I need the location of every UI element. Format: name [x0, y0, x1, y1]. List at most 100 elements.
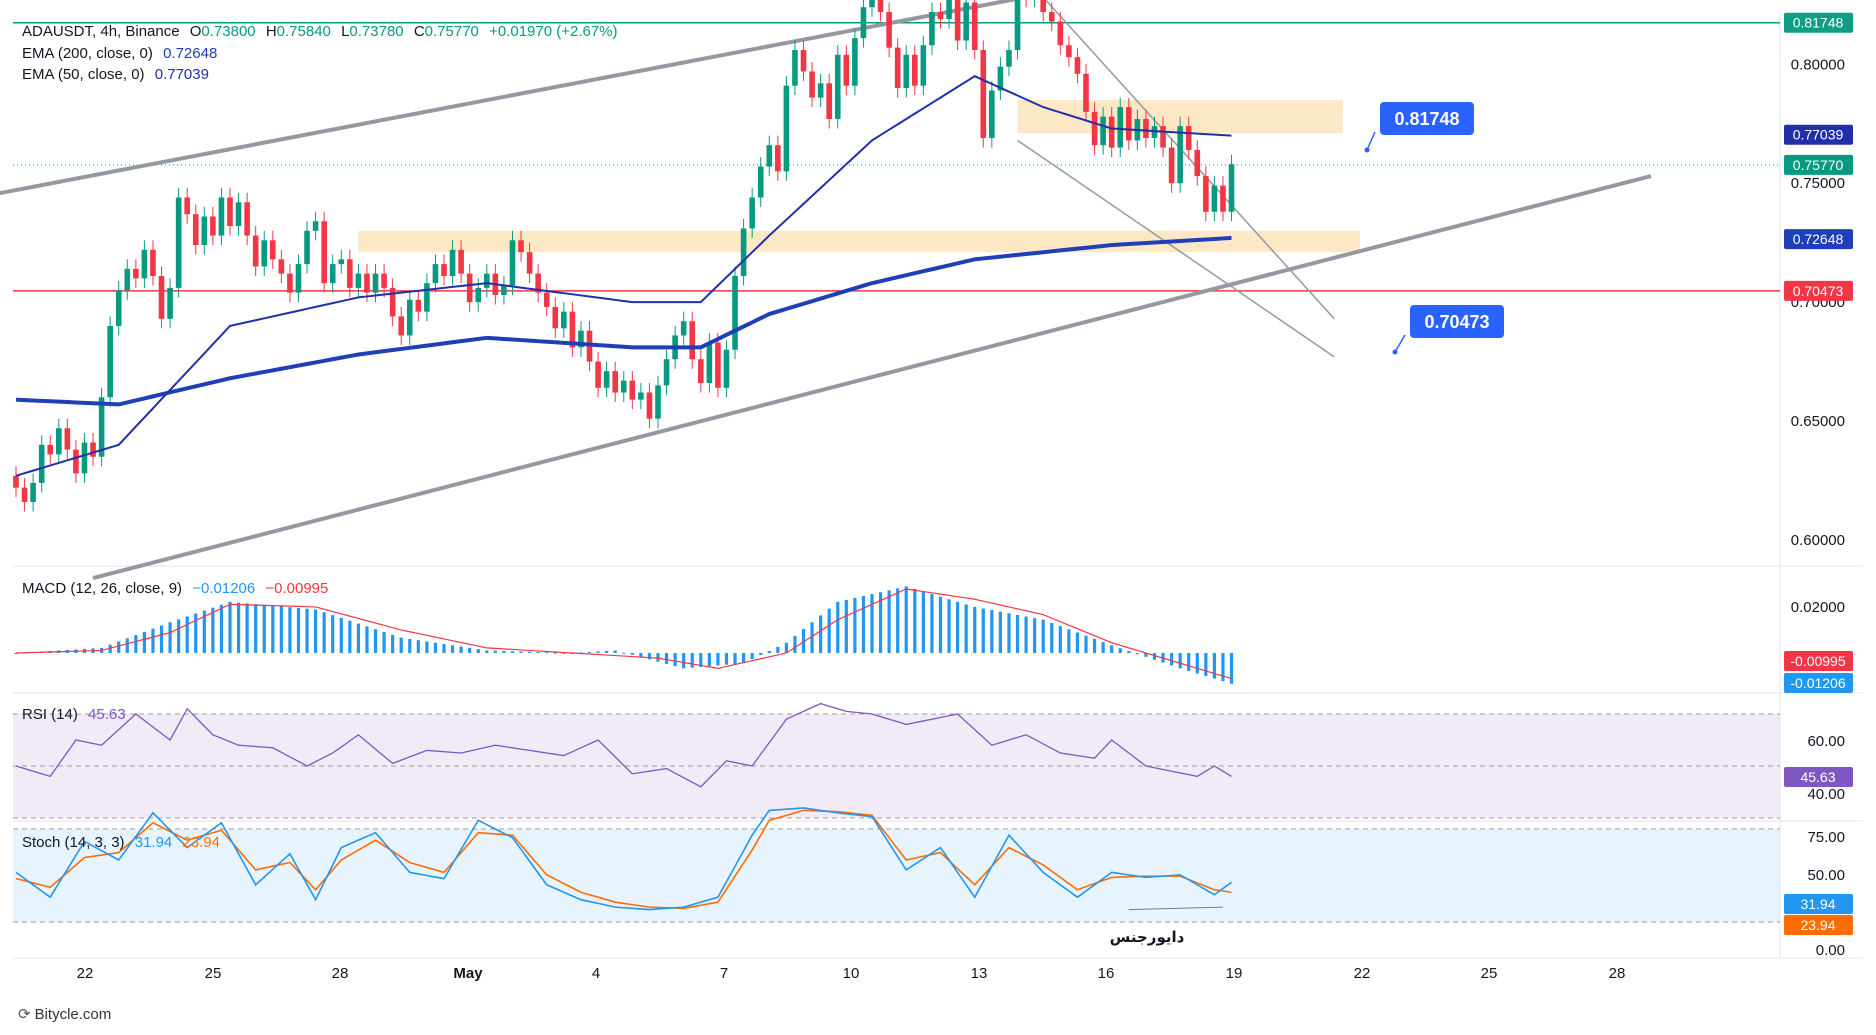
macd-histogram-bar — [502, 650, 506, 653]
ema50-line — [15, 75, 1232, 477]
candle-body — [980, 50, 987, 139]
rsi-tag — [1784, 767, 1853, 787]
candle-body — [64, 428, 71, 450]
candle-body — [47, 444, 54, 455]
macd-histogram-bar — [194, 613, 198, 653]
candle-body — [13, 475, 19, 488]
macd-histogram-bar — [322, 612, 326, 653]
candle-body — [287, 273, 293, 293]
candle-body — [1211, 185, 1218, 212]
candle-body — [295, 264, 302, 293]
macd-histogram-bar — [964, 604, 968, 653]
macd-histogram-bar — [279, 606, 283, 653]
macd-histogram-bar — [1101, 642, 1105, 653]
candle-body — [1057, 21, 1064, 46]
macd-histogram-bar — [1229, 653, 1234, 684]
candle-body — [133, 268, 139, 279]
candle-body — [158, 275, 165, 319]
candle-body — [569, 311, 576, 348]
price-axis-tick: 0.80000 — [1791, 56, 1845, 73]
macd-histogram-bar — [921, 591, 925, 653]
stoch-label: Stoch (14, 3, 3) — [22, 834, 125, 851]
macd-histogram-bar — [887, 590, 891, 653]
candle-body — [920, 45, 927, 86]
candle-body — [167, 287, 173, 319]
candle-body — [73, 449, 79, 474]
macd-histogram-bar — [784, 642, 788, 653]
candle-body — [732, 275, 738, 350]
stoch-k-line — [15, 807, 1232, 911]
stoch-tag-text: 31.94 — [1800, 896, 1835, 912]
candle-body — [210, 216, 216, 236]
candle-body — [757, 166, 764, 198]
candle-body — [561, 311, 567, 329]
price-tag-close — [1784, 154, 1853, 175]
macd-histogram-bar — [639, 653, 643, 658]
candlestick-series — [13, 0, 1235, 512]
candle-body — [501, 285, 507, 296]
candle-body — [946, 0, 952, 20]
price-tag-text: 0.70473 — [1793, 283, 1844, 299]
divergence-label: دایورجنس — [1110, 928, 1185, 946]
candle-body — [663, 359, 670, 386]
macd-histogram-bar — [673, 653, 677, 667]
macd-histogram-bar — [836, 601, 840, 653]
candle-body — [355, 273, 362, 288]
macd-histogram-bar — [314, 609, 318, 653]
macd-histogram-bar — [587, 651, 592, 653]
candle-body — [1091, 111, 1098, 146]
macd-histogram-bar — [14, 653, 18, 654]
candle-body — [963, 2, 969, 41]
candle-body — [270, 240, 276, 260]
macd-histogram-bar — [947, 599, 951, 653]
macd-histogram-bar — [767, 650, 771, 653]
stoch-k-value: 31.94 — [134, 834, 173, 851]
time-axis-tick: 16 — [1098, 965, 1115, 982]
price-axis-tick: 0.65000 — [1791, 413, 1845, 430]
high-label: H — [265, 23, 277, 40]
macd-histogram-bar — [117, 641, 121, 653]
candle-body — [406, 299, 413, 336]
macd-histogram-bar — [339, 617, 343, 653]
candle-body — [680, 321, 687, 336]
macd-histogram-bar — [750, 653, 754, 660]
macd-histogram-bar — [630, 653, 634, 655]
macd-histogram-bar — [956, 601, 960, 653]
candle-body — [817, 83, 824, 98]
zone-1 — [358, 230, 1360, 253]
candle-body — [869, 0, 875, 8]
footer-brand[interactable]: ⟳ Bitycle.com — [18, 1005, 111, 1024]
macd-histogram-bar — [981, 608, 985, 653]
macd-histogram-bar — [553, 652, 557, 654]
candle-body — [1143, 119, 1149, 139]
macd-histogram-bar — [861, 596, 866, 653]
candle-body — [261, 240, 268, 267]
macd-axis-tick: 0.02000 — [1791, 599, 1845, 616]
time-axis-tick: 25 — [1481, 965, 1498, 982]
macd-histogram-bar — [288, 607, 292, 653]
candle-body — [329, 264, 336, 284]
macd-histogram-bar — [1118, 648, 1122, 653]
macd-histogram-bar — [219, 604, 224, 653]
ema-lines — [15, 75, 1232, 477]
candle-body — [535, 273, 541, 293]
macd-histogram-bar — [1058, 626, 1062, 653]
candle-body — [1126, 107, 1132, 141]
macd-histogram-bar — [913, 589, 917, 653]
stoch-tag-text: 23.94 — [1800, 917, 1835, 933]
macd-histogram-bar — [1110, 645, 1114, 653]
macd-histogram-bar — [1033, 618, 1037, 653]
candle-body — [629, 380, 636, 400]
candle-body — [903, 54, 910, 89]
candle-body — [124, 268, 131, 291]
time-axis-tick: 22 — [77, 965, 94, 982]
candle-body — [1194, 149, 1201, 177]
macd-histogram-bar — [801, 629, 806, 653]
macd-histogram-bar — [605, 650, 609, 653]
macd-histogram-bar — [485, 650, 489, 653]
low-value: 0.73780 — [349, 23, 404, 40]
macd-histogram-bar — [793, 635, 797, 653]
candle-body — [244, 202, 250, 236]
macd-histogram-bar — [664, 653, 669, 664]
